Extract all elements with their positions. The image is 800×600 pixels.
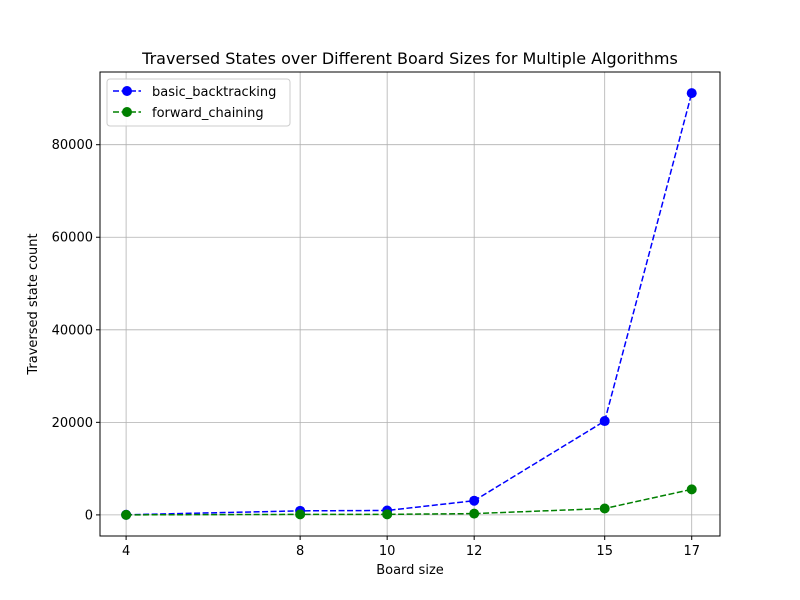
data-point-forward-chaining <box>469 508 480 519</box>
x-tick-label: 17 <box>683 544 700 559</box>
data-point-forward-chaining <box>686 484 697 495</box>
data-point-basic-backtracking <box>469 495 480 506</box>
legend-marker-forward-chaining <box>122 107 132 117</box>
x-tick-label: 10 <box>379 544 396 559</box>
plot-frame <box>99 71 721 537</box>
series-layer <box>121 88 697 520</box>
data-point-forward-chaining <box>121 509 132 520</box>
legend-box <box>106 78 291 127</box>
axis-ticks: 4 8 10 12 15 17 0 20000 40000 60000 80000 <box>52 138 700 559</box>
data-point-forward-chaining <box>295 509 306 520</box>
x-tick-label: 12 <box>466 544 483 559</box>
y-axis-label: Traversed state count <box>26 233 41 375</box>
x-tick-label: 15 <box>596 544 613 559</box>
data-point-basic-backtracking <box>686 88 697 99</box>
x-tick-label: 4 <box>122 544 130 559</box>
series-line-basic-backtracking <box>126 92 693 516</box>
legend-label-forward-chaining: forward_chaining <box>152 106 264 121</box>
y-tick-label: 60000 <box>52 231 93 246</box>
data-point-forward-chaining <box>382 509 393 520</box>
data-point-basic-backtracking <box>599 416 610 427</box>
data-point-forward-chaining <box>599 503 610 514</box>
x-tick-label: 8 <box>296 544 304 559</box>
series-line-forward-chaining <box>126 488 692 516</box>
y-tick-label: 80000 <box>52 138 93 153</box>
chart-title: Traversed States over Different Board Si… <box>141 49 678 68</box>
grid-lines <box>100 72 720 536</box>
x-axis-label: Board size <box>376 563 444 578</box>
legend-marker-basic-backtracking <box>122 86 132 96</box>
legend-label-basic-backtracking: basic_backtracking <box>152 85 276 100</box>
y-tick-label: 20000 <box>52 416 93 431</box>
y-tick-label: 40000 <box>52 323 93 338</box>
legend: basic_backtracking forward_chaining <box>106 78 291 127</box>
y-tick-label: 0 <box>85 508 93 523</box>
